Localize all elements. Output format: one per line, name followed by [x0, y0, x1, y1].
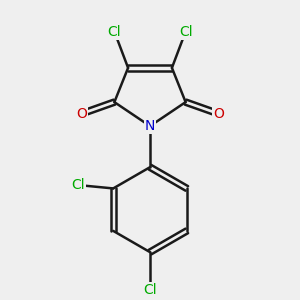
Text: N: N — [145, 119, 155, 133]
Text: O: O — [76, 107, 87, 121]
Text: Cl: Cl — [108, 25, 121, 38]
Text: O: O — [213, 107, 224, 121]
Text: Cl: Cl — [71, 178, 84, 192]
Text: Cl: Cl — [179, 25, 192, 38]
Text: Cl: Cl — [143, 283, 157, 297]
